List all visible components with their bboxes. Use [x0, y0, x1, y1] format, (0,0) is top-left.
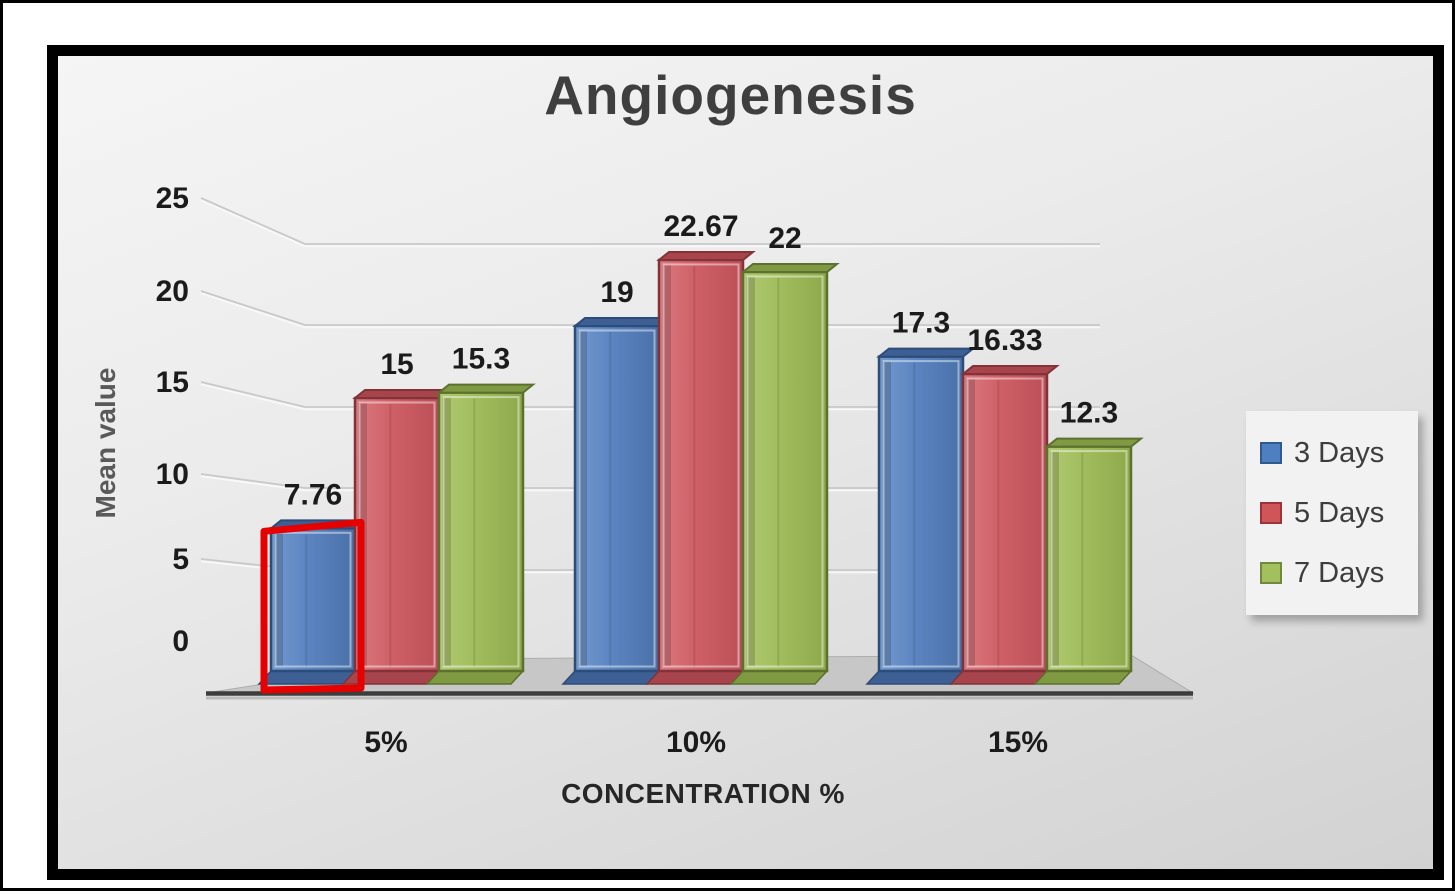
- legend-label: 7 Days: [1294, 556, 1385, 589]
- bar-3-days-15pct: [865, 347, 976, 685]
- bar-7-days-5pct: [425, 383, 536, 685]
- legend-label: 5 Days: [1294, 496, 1385, 529]
- data-label-5-days-5pct: 15: [380, 348, 413, 381]
- bar-5-days-15pct: [949, 365, 1060, 685]
- legend-item-7-days: 7 Days: [1260, 557, 1412, 590]
- gridline: [200, 381, 1100, 408]
- data-label-3-days-5pct: 7.76: [284, 478, 342, 511]
- y-tick-label-25: 25: [156, 182, 189, 215]
- bar-chart: 7.76 15 15.3 19 22.67 22 17.3 16.33 12.3 0 5 10 15 20…: [90, 182, 1195, 809]
- legend-item-3-days: 3 Days: [1260, 437, 1412, 470]
- bars: [257, 250, 1144, 685]
- gridline: [200, 383, 1100, 411]
- gridline: [200, 292, 1100, 329]
- y-tick-label-5: 5: [172, 543, 189, 576]
- data-label-7-days-15pct: 12.3: [1060, 397, 1118, 430]
- legend-label: 3 Days: [1294, 436, 1385, 469]
- chart-title: Angiogenesis: [544, 64, 917, 126]
- data-label-5-days-10pct: 22.67: [663, 210, 738, 243]
- legend-item-5-days: 5 Days: [1260, 497, 1412, 530]
- bar-3-days-5pct: [257, 519, 368, 685]
- legend: 3 Days 5 Days 7 Days: [1246, 411, 1418, 615]
- x-tick-label-15pct: 15%: [988, 726, 1048, 759]
- x-axis-title: CONCENTRATION %: [561, 778, 845, 809]
- x-tick-label-10pct: 10%: [666, 726, 726, 759]
- legend-swatch-7-days: [1260, 562, 1282, 584]
- gridline: [200, 290, 1100, 326]
- data-label-5-days-15pct: 16.33: [967, 324, 1042, 357]
- y-tick-label-10: 10: [156, 458, 189, 491]
- x-tick-label-5pct: 5%: [364, 726, 407, 759]
- bar-7-days-15pct: [1033, 437, 1144, 685]
- data-label-7-days-10pct: 22: [768, 222, 801, 255]
- legend-swatch-3-days: [1260, 442, 1282, 464]
- data-label-3-days-10pct: 19: [600, 276, 633, 309]
- gridline: [200, 475, 1100, 492]
- y-tick-label-0: 0: [172, 625, 189, 658]
- highlight-box-annotation: [260, 518, 365, 694]
- data-label-3-days-15pct: 17.3: [892, 307, 950, 340]
- y-tick-label-20: 20: [156, 275, 189, 308]
- bar-7-days-10pct: [729, 263, 840, 685]
- gridline: [200, 473, 1100, 489]
- y-tick-label-15: 15: [156, 366, 189, 399]
- bar-3-days-10pct: [561, 317, 672, 685]
- legend-swatch-5-days: [1260, 502, 1282, 524]
- y-axis-title: Mean value: [90, 368, 121, 519]
- bar-5-days-10pct: [645, 250, 756, 685]
- data-label-7-days-5pct: 15.3: [452, 343, 510, 376]
- gridline: [200, 197, 1100, 245]
- gridlines: [200, 197, 1100, 574]
- gridline: [200, 199, 1100, 248]
